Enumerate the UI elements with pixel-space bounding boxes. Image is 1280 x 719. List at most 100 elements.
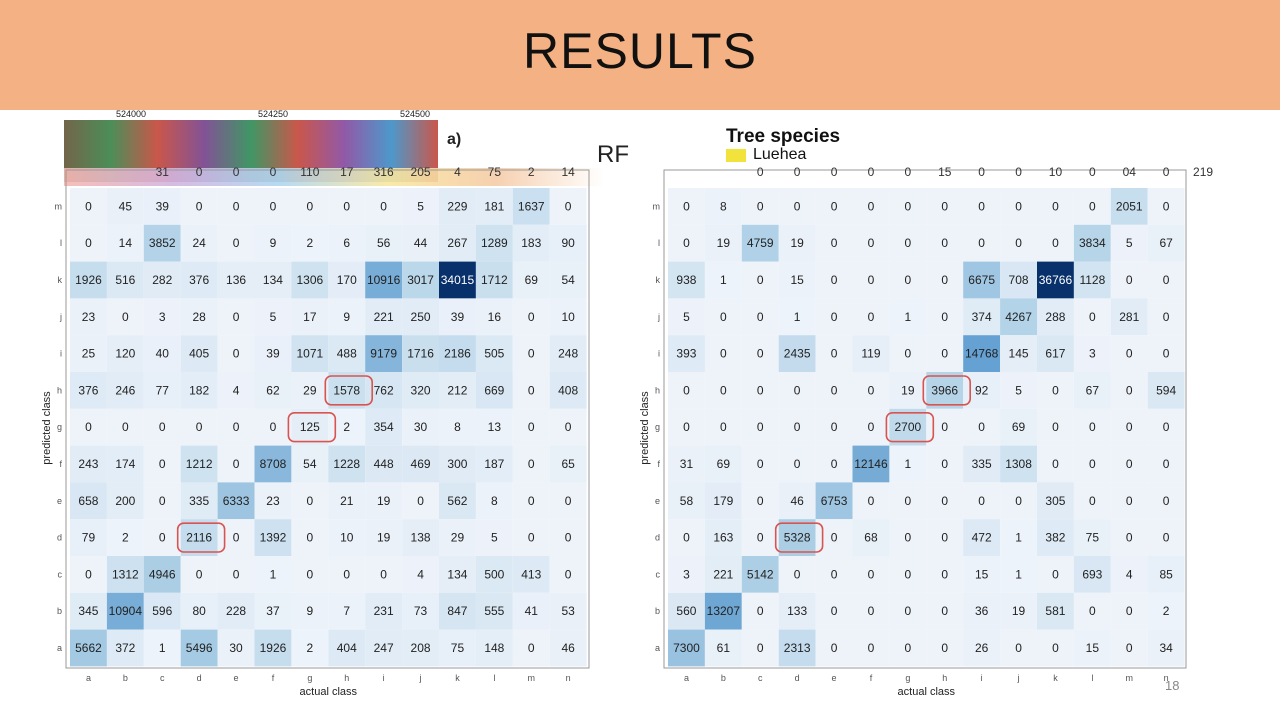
legend-item-label: Luehea (753, 146, 807, 163)
matrix-cell-label: 2 (307, 236, 314, 250)
matrix-cell (549, 408, 587, 446)
matrix-cell (291, 519, 329, 556)
matrix-cell (512, 482, 550, 520)
matrix-cell-label: 0 (233, 310, 240, 324)
matrix-cell (439, 519, 476, 556)
matrix-cell-label: 448 (374, 457, 394, 471)
map-image-overlap (64, 168, 604, 186)
matrix-cell-label: 0 (565, 420, 572, 434)
matrix-cell-label: 0 (122, 420, 129, 434)
matrix-cell-label: 408 (558, 383, 578, 397)
matrix-cell-label: 0 (85, 199, 92, 213)
x-axis-title: actual class (300, 686, 358, 698)
matrix-cell (402, 556, 439, 593)
matrix-cell-label: 182 (189, 383, 209, 397)
matrix-cell (106, 188, 144, 225)
matrix-cell (217, 188, 255, 225)
matrix-cell (106, 372, 144, 409)
matrix-cell (549, 372, 587, 409)
matrix-cell (143, 519, 181, 556)
matrix-cell (180, 372, 218, 409)
method-label: RF (597, 141, 629, 168)
matrix-cell (549, 482, 587, 520)
legend-swatch (726, 149, 746, 162)
matrix-cell (143, 335, 181, 372)
y-tick-label: l (60, 238, 62, 248)
matrix-cell-label: 0 (85, 236, 92, 250)
matrix-cell-label: 2 (122, 531, 129, 545)
matrix-cell-label: 208 (411, 641, 431, 655)
matrix-cell (549, 519, 587, 556)
matrix-cell-label: 0 (122, 310, 129, 324)
matrix-cell-label: 0 (233, 347, 240, 361)
matrix-cell-label: 596 (152, 604, 172, 618)
matrix-cell-label: 19 (377, 494, 391, 508)
matrix-cell-label: 4 (233, 383, 240, 397)
matrix-cell-label: 1306 (296, 273, 323, 287)
matrix-cell (180, 445, 218, 483)
matrix-cell-label: 562 (447, 494, 467, 508)
matrix-cell-label: 79 (82, 531, 96, 545)
matrix-cell (439, 224, 476, 262)
matrix-cell-label: 0 (565, 567, 572, 581)
x-tick-label: a (86, 673, 91, 683)
matrix-cell-label: 0 (85, 567, 92, 581)
matrix-cell-label: 0 (343, 567, 350, 581)
matrix-cell-label: 345 (78, 604, 98, 618)
matrix-cell-label: 0 (159, 531, 166, 545)
matrix-cell (475, 519, 513, 556)
matrix-cell-label: 0 (528, 494, 535, 508)
matrix-cell (402, 188, 439, 225)
matrix-cell (254, 372, 292, 409)
matrix-cell (70, 372, 107, 409)
matrix-cell (475, 261, 513, 299)
matrix-cell (365, 261, 403, 299)
y-tick-label: f (59, 459, 62, 469)
matrix-cell-label: 0 (307, 567, 314, 581)
matrix-cell-label: 0 (528, 347, 535, 361)
matrix-cell (439, 335, 476, 372)
matrix-cell (328, 482, 366, 520)
matrix-cell-label: 0 (196, 199, 203, 213)
highlight-box (324, 375, 373, 406)
matrix-cell-label: 3 (159, 310, 166, 324)
matrix-cell (106, 445, 144, 483)
matrix-cell (106, 224, 144, 262)
map-coord-1: 524000 (116, 109, 147, 119)
matrix-cell (217, 335, 255, 372)
panel-label: a) (447, 131, 462, 148)
matrix-cell-label: 5 (417, 199, 424, 213)
matrix-cell-label: 10 (561, 310, 575, 324)
matrix-cell (106, 335, 144, 372)
matrix-cell-label: 376 (189, 273, 209, 287)
matrix-cell-label: 19 (377, 531, 391, 545)
matrix-cell (70, 592, 107, 630)
matrix-cell-label: 847 (447, 604, 467, 618)
matrix-cell (512, 408, 550, 446)
matrix-cell-label: 170 (337, 273, 357, 287)
matrix-cell (402, 592, 439, 630)
matrix-cell-label: 0 (233, 199, 240, 213)
matrix-cell (254, 556, 292, 593)
matrix-cell-label: 53 (561, 604, 575, 618)
matrix-cell (106, 261, 144, 299)
matrix-cell-label: 148 (484, 641, 504, 655)
partial-cell-label: 75 (488, 165, 502, 179)
matrix-cell-label: 30 (414, 420, 428, 434)
matrix-cell-label: 0 (528, 457, 535, 471)
matrix-cell (70, 408, 107, 446)
matrix-cell (512, 335, 550, 372)
partial-cell-label: 17 (340, 165, 354, 179)
matrix-cell-label: 0 (159, 420, 166, 434)
matrix-cell-label: 6 (343, 236, 350, 250)
matrix-cell (439, 372, 476, 409)
matrix-cell-label: 1637 (518, 199, 545, 213)
matrix-cell-label: 10916 (367, 273, 401, 287)
matrix-cell (512, 629, 550, 667)
matrix-cell-label: 41 (525, 604, 539, 618)
matrix-cell-label: 555 (484, 604, 504, 618)
matrix-cell-label: 5496 (186, 641, 213, 655)
matrix-cell-label: 73 (414, 604, 428, 618)
matrix-cell (402, 629, 439, 667)
matrix-cell-label: 29 (451, 531, 465, 545)
